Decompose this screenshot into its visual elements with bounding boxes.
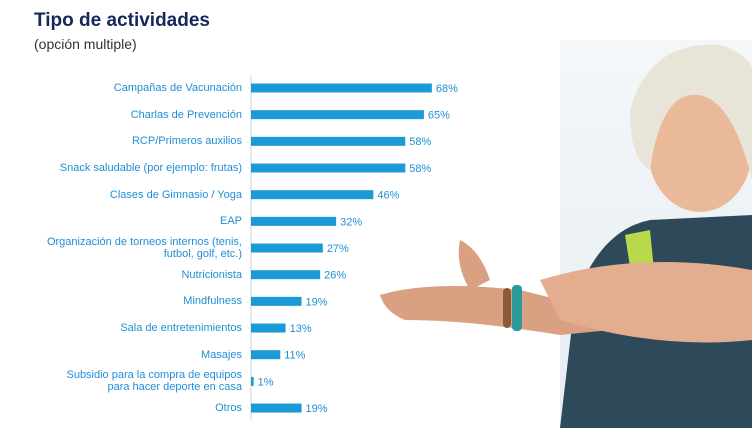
value-label: 58% [409,136,431,148]
category-label: Campañas de Vacunación [113,82,242,94]
bar [251,270,321,280]
value-label: 58% [409,163,431,175]
value-label: 19% [306,403,328,415]
bar [251,190,374,200]
value-label: 68% [436,83,458,95]
bar [251,296,302,306]
category-label: Masajes [201,348,242,361]
value-label: 1% [258,376,274,388]
value-label: 13% [290,323,312,335]
category-label: Charlas de Prevención [130,108,242,121]
bar [251,216,337,226]
value-label: 26% [324,270,346,282]
category-label: Sala de entretenimientos [120,322,242,335]
category-label: Subsidio para la compra de equipos para … [66,369,242,394]
photo [380,40,752,428]
bar [251,403,302,413]
category-label: Mindfulness [183,295,242,308]
value-label: 32% [340,216,362,228]
bar [251,136,406,146]
value-label: 46% [377,190,399,202]
category-label: Clases de Gimnasio / Yoga [109,188,242,201]
bar [251,83,432,93]
category-label: Snack saludable (por ejemplo: frutas) [59,162,242,174]
category-label: EAP [219,215,242,228]
bar [251,323,286,333]
bar [251,243,323,253]
category-label: Nutricionista [181,268,242,281]
chart-subtitle: (opción multiple) [34,36,137,52]
value-label: 19% [306,296,328,308]
category-label: RCP/Primeros auxilios [131,135,242,148]
bar [251,376,254,386]
value-label: 65% [428,110,450,122]
category-label: Organización de torneos internos (tenis,… [46,236,242,261]
bar [251,350,281,360]
bar [251,163,406,173]
value-label: 27% [327,243,349,255]
bar [251,110,424,120]
chart-title: Tipo de actividades [34,10,210,31]
category-label: Otros [215,402,242,415]
value-label: 11% [284,350,305,362]
